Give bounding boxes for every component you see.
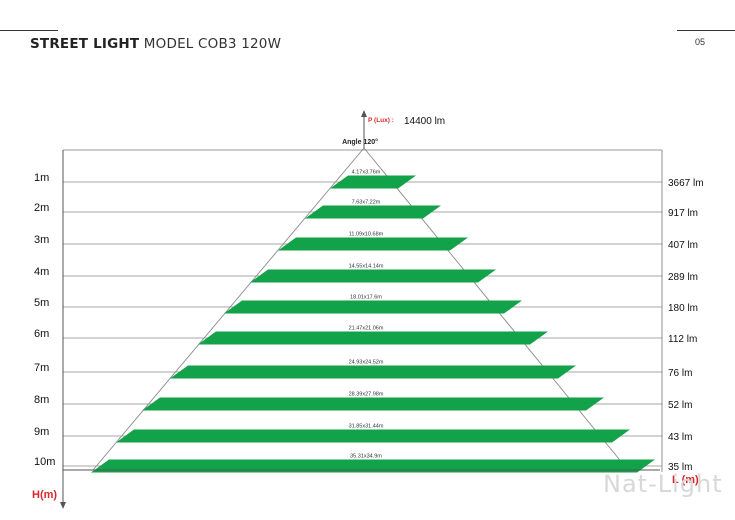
illumination-plate: [278, 237, 468, 251]
lux-value-label: 3667 lm: [668, 178, 704, 189]
height-label: 3m: [34, 234, 49, 246]
illumination-plate: [305, 205, 441, 219]
lux-value-label: 52 lm: [668, 400, 692, 411]
height-label: 9m: [34, 426, 49, 438]
height-label: 7m: [34, 362, 49, 374]
y-axis-bottom-label: H(m): [32, 489, 57, 501]
illumination-plate: [198, 331, 548, 345]
lux-value-label: 180 lm: [668, 303, 698, 314]
plate-dimension-label: 7.63x7.22m: [352, 200, 381, 206]
page-title: STREET LIGHT MODEL COB3 120W: [30, 36, 281, 52]
illumination-plate: [250, 269, 496, 283]
lux-value-label: 35 lm: [668, 462, 692, 473]
plate-dimension-label: 18.01x17.6m: [350, 295, 382, 301]
y-axis-top-value: 14400 lm: [404, 116, 445, 127]
height-label: 5m: [34, 297, 49, 309]
level-labels: 4.17x3.76m 1m 3667 lm 7.63x7.22m 2m 917 lm 11.…: [34, 170, 704, 474]
height-label: 6m: [34, 328, 49, 340]
center-axis-arrow-icon: [361, 110, 367, 117]
plate-dimension-label: 11.09x10.68m: [349, 232, 384, 238]
lux-value-label: 43 lm: [668, 432, 692, 443]
axes: [60, 110, 663, 509]
pyramid-left-edge: [92, 147, 365, 471]
angle-label: Angle 120°: [342, 138, 378, 146]
plate-dimension-label: 14.55x14.14m: [349, 264, 384, 270]
plate-dimension-label: 28.39x27.98m: [349, 392, 384, 398]
lux-value-label: 289 lm: [668, 272, 698, 283]
x-axis-right-label: L (m): [672, 474, 699, 486]
illumination-plate: [142, 397, 604, 411]
y-axis-top-label: P (Lux) :: [368, 117, 394, 124]
plate-dimension-label: 4.17x3.76m: [352, 170, 381, 176]
page-title-model: MODEL COB3 120W: [143, 36, 282, 52]
lux-value-label: 407 lm: [668, 240, 698, 251]
page-title-strong: STREET LIGHT: [30, 36, 140, 52]
plate-dimension-label: 35.31x34.9m: [350, 454, 382, 460]
illumination-plate: [170, 365, 576, 379]
plate-dimension-label: 21.47x21.06m: [349, 326, 384, 332]
illumination-plate: [116, 429, 630, 443]
plate-dimension-label: 31.85x31.44m: [349, 424, 384, 430]
y-axis-arrow-icon: [60, 502, 66, 509]
height-label: 4m: [34, 266, 49, 278]
height-label: 1m: [34, 172, 49, 184]
watermark-logo: Nat-Light: [603, 470, 723, 498]
illumination-plate: [91, 459, 655, 473]
plate-dimension-label: 24.93x24.52m: [349, 360, 384, 366]
illumination-plate: [224, 300, 522, 314]
height-label: 8m: [34, 394, 49, 406]
height-label: 2m: [34, 202, 49, 214]
lux-value-label: 917 lm: [668, 208, 698, 219]
height-label: 10m: [34, 456, 55, 468]
lux-value-label: 112 lm: [668, 334, 697, 345]
page-number: 05: [694, 37, 705, 47]
illumination-plates: [91, 175, 655, 473]
header-rule-right: [677, 30, 735, 31]
lux-value-label: 76 lm: [668, 368, 692, 379]
header-rule-left: [0, 30, 58, 31]
illumination-plate: [330, 175, 416, 189]
